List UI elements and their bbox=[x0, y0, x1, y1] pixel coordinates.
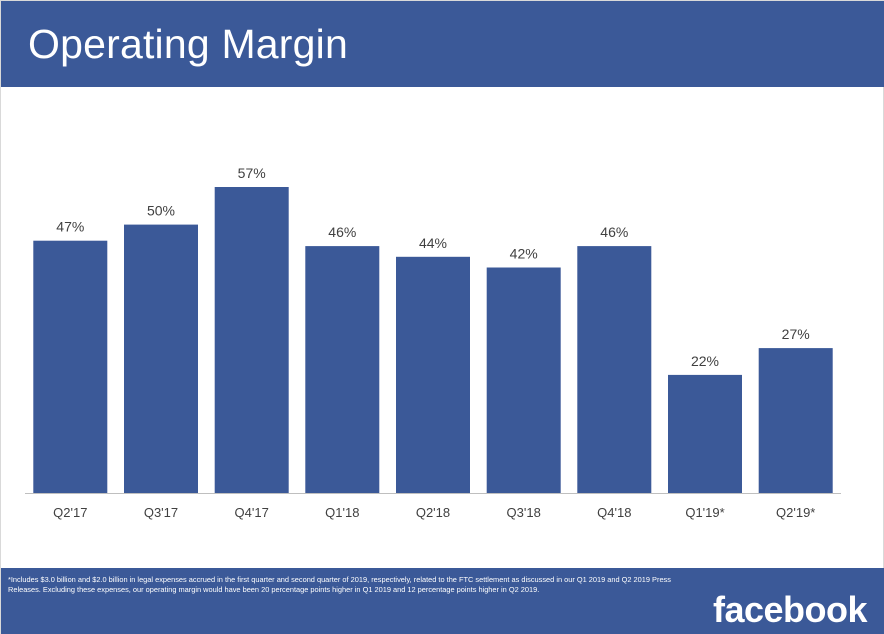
bar-8 bbox=[758, 348, 833, 493]
bar-7 bbox=[668, 374, 742, 493]
bar-5 bbox=[486, 267, 561, 493]
x-tick-label-4: Q2'18 bbox=[416, 505, 450, 520]
bar-3 bbox=[305, 246, 380, 493]
data-label-3: 46% bbox=[328, 224, 356, 240]
x-tick-label-8: Q2'19* bbox=[776, 505, 815, 520]
bar-chart: 47% Q2'17 50% Q3'17 57% Q4'17 46% Q1'18 44% Q2'18… bbox=[25, 165, 841, 520]
bar-0 bbox=[33, 240, 108, 493]
x-tick-label-5: Q3'18 bbox=[507, 505, 541, 520]
data-label-0: 47% bbox=[56, 219, 84, 235]
data-label-5: 42% bbox=[510, 246, 538, 262]
data-label-2: 57% bbox=[238, 165, 266, 181]
x-tick-label-0: Q2'17 bbox=[53, 505, 87, 520]
data-label-1: 50% bbox=[147, 203, 175, 219]
x-tick-label-6: Q4'18 bbox=[597, 505, 631, 520]
data-label-4: 44% bbox=[419, 235, 447, 251]
x-tick-label-2: Q4'17 bbox=[235, 505, 269, 520]
page-title: Operating Margin bbox=[28, 21, 348, 67]
data-label-6: 46% bbox=[600, 224, 628, 240]
bar-2 bbox=[214, 187, 289, 493]
bar-4 bbox=[396, 256, 470, 493]
footer-bar: *Includes $3.0 billion and $2.0 billion … bbox=[1, 568, 884, 634]
facebook-logo: facebook bbox=[712, 589, 868, 630]
header-bar: Operating Margin bbox=[1, 1, 884, 87]
data-label-7: 22% bbox=[691, 353, 719, 369]
x-tick-label-3: Q1'18 bbox=[325, 505, 359, 520]
bar-6 bbox=[577, 246, 652, 493]
bar-1 bbox=[124, 224, 198, 493]
data-label-8: 27% bbox=[782, 326, 810, 342]
footnote: *Includes $3.0 billion and $2.0 billion … bbox=[8, 575, 671, 594]
x-tick-label-1: Q3'17 bbox=[144, 505, 178, 520]
x-tick-label-7: Q1'19* bbox=[685, 505, 724, 520]
